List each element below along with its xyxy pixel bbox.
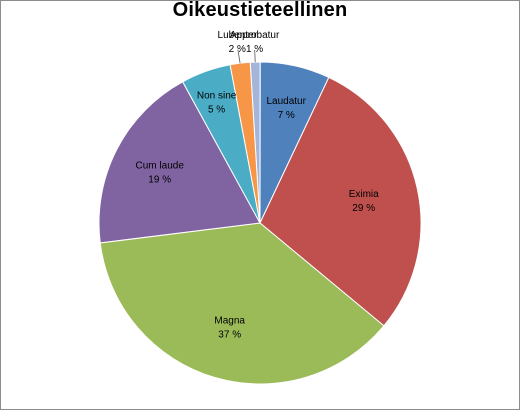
- slice-value-cum-laude: 19 %: [148, 175, 171, 186]
- slice-value-magna: 37 %: [218, 330, 241, 341]
- slice-value-non-sine: 5 %: [208, 105, 225, 116]
- leader-line-approbatur: [254, 49, 256, 63]
- pie-slice-cum-laude: [98, 81, 261, 244]
- slice-label-cum-laude: Cum laude: [136, 161, 185, 172]
- slice-value-lubenter: 2 %: [229, 44, 246, 55]
- pie-slice-magna: [99, 222, 385, 385]
- slice-value-laudatur: 7 %: [278, 110, 295, 121]
- pie-slice-lubenter: [229, 61, 261, 224]
- slice-label-laudatur: Laudatur: [266, 96, 306, 107]
- slice-label-approbatur: Approbatur: [230, 30, 280, 41]
- slice-label-lubenter: Lubenter: [218, 30, 258, 41]
- leader-line-lubenter: [237, 49, 241, 64]
- slice-value-eximia: 29 %: [352, 203, 375, 214]
- slice-value-approbatur: 1 %: [246, 44, 263, 55]
- slice-label-eximia: Eximia: [349, 189, 379, 200]
- pie-slice-eximia: [259, 76, 422, 327]
- slice-label-magna: Magna: [214, 316, 245, 327]
- slice-label-non-sine: Non sine: [197, 91, 237, 102]
- chart-title: Oikeustieteellinen: [172, 0, 348, 21]
